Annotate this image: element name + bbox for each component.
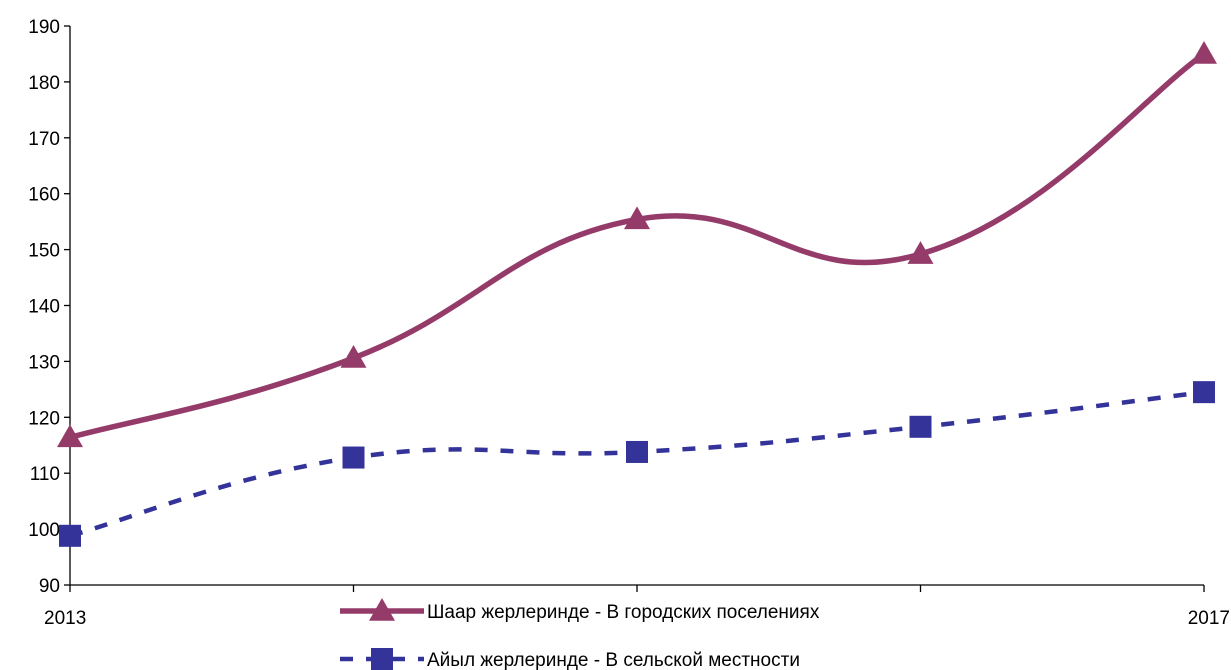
- series-1-point: [624, 206, 650, 230]
- y-tick-label: 160: [28, 185, 60, 206]
- x-tick-label: 2017: [1188, 608, 1230, 629]
- y-tick-label: 150: [28, 241, 60, 262]
- legend-marker-2: [371, 648, 393, 670]
- series-2-point: [1193, 381, 1215, 404]
- y-tick-label: 140: [28, 297, 60, 318]
- y-tick-label: 190: [28, 17, 60, 38]
- series-2: [59, 381, 1215, 547]
- legend-marker-1: [369, 598, 395, 621]
- y-tick-label: 110: [30, 464, 60, 485]
- series-2-point: [909, 415, 932, 438]
- series-2-point: [59, 524, 81, 547]
- series-1-point: [1191, 40, 1217, 64]
- series-2-point: [626, 440, 648, 463]
- y-axis: 90 100 110 120 130 140 150 160 170 180 190: [28, 17, 71, 597]
- series-1-line: [69, 51, 1206, 441]
- legend-label-2: Айыл жерлеринде - В сельской местности: [427, 650, 800, 670]
- series-1-point: [340, 345, 367, 368]
- y-tick-label: 100: [28, 520, 60, 541]
- series-1-point: [57, 424, 83, 448]
- y-tick-label: 90: [39, 576, 60, 597]
- x-tick-label: 2013: [44, 608, 86, 629]
- x-axis: 2013 2017: [44, 584, 1230, 629]
- series-1-point: [907, 241, 934, 264]
- y-tick-label: 120: [28, 408, 60, 429]
- legend-label-1: Шаар жерлеринде - В городских поселениях: [427, 602, 820, 623]
- series-2-line: [69, 389, 1205, 538]
- legend: Шаар жерлеринде - В городских поселениях…: [340, 598, 820, 670]
- y-tick-label: 180: [28, 73, 60, 94]
- series-1: [57, 40, 1217, 448]
- y-tick-label: 130: [28, 352, 60, 373]
- y-tick-label: 170: [28, 129, 60, 150]
- series-2-point: [342, 446, 365, 469]
- series-layer: [57, 40, 1217, 547]
